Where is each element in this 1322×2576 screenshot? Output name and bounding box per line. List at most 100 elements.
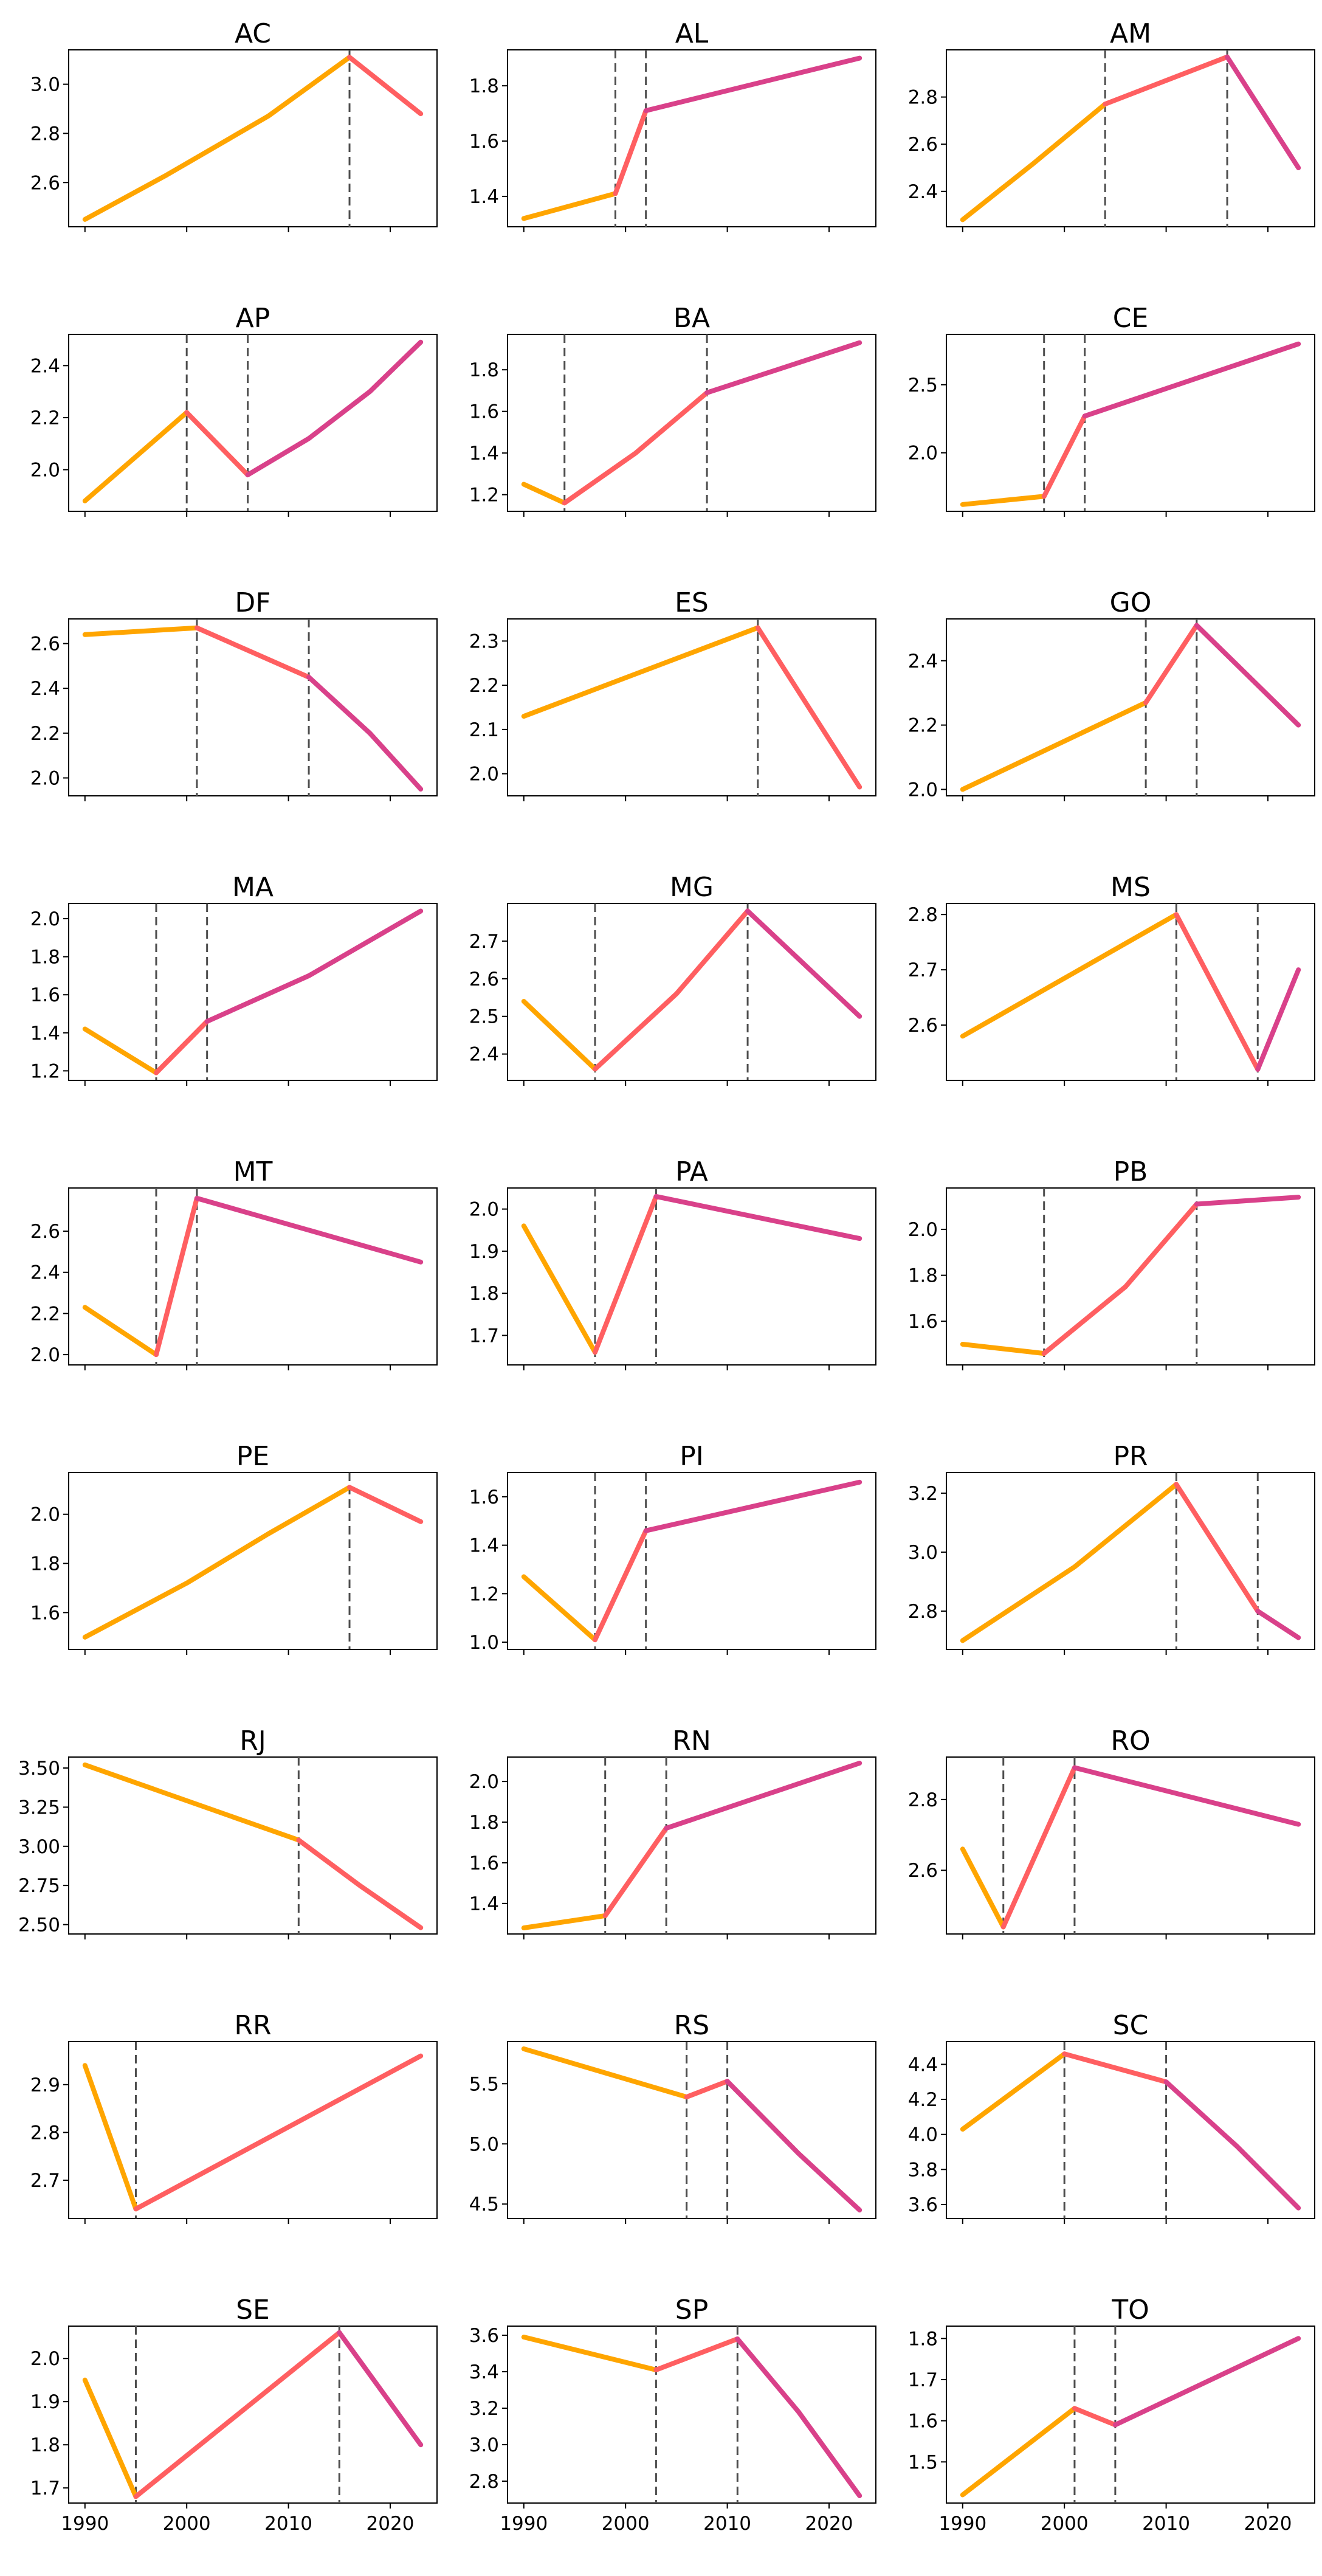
series-segment-1 <box>960 912 1179 1039</box>
y-tick-label: 3.00 <box>18 1836 60 1858</box>
y-tick-label: 1.2 <box>30 1060 60 1082</box>
plot-frame <box>946 1472 1315 1650</box>
panel-pe: PE 1.6 1.8 2.0 <box>30 1441 438 1655</box>
series-segment-2 <box>347 1485 424 1524</box>
x-tick-label: 2020 <box>805 2513 853 2535</box>
y-tick-label: 3.2 <box>908 1483 938 1505</box>
y-tick-label: 1.5 <box>908 2451 938 2473</box>
y-tick-label: 1.8 <box>30 1553 60 1575</box>
y-tick-label: 2.0 <box>30 2348 60 2370</box>
panel-mt: MT 2.0 2.2 2.4 2.6 <box>30 1156 438 1370</box>
y-tick-label: 1.8 <box>908 2328 938 2350</box>
panel-to: TO 1.5 1.6 1.7 1.8 1990 2000 2010 2020 <box>908 2295 1315 2535</box>
series-segment-3 <box>643 55 862 113</box>
y-tick-label: 3.0 <box>908 1542 938 1564</box>
y-tick-label: 4.2 <box>908 2089 938 2111</box>
series-segment-1 <box>521 1913 608 1930</box>
series-segment-3 <box>337 2330 424 2448</box>
series-segment-1 <box>521 1574 597 1643</box>
series-segment-1 <box>960 1846 1006 1930</box>
series-segment-2 <box>184 410 250 478</box>
y-tick-label: 2.0 <box>30 908 60 930</box>
series-segment-3 <box>1082 341 1301 419</box>
series-segment-2 <box>1041 413 1087 499</box>
y-tick-label: 2.8 <box>908 87 938 109</box>
panel-title: MA <box>232 872 274 903</box>
panel-title: SC <box>1113 2010 1149 2041</box>
y-tick-label: 1.4 <box>469 1893 499 1915</box>
series-segment-2 <box>653 2336 740 2372</box>
plot-frame <box>507 2326 876 2504</box>
x-tick-label: 2010 <box>1142 2513 1190 2535</box>
series-segment-2 <box>593 1528 649 1643</box>
series-segment-2 <box>1041 1201 1199 1356</box>
y-tick-label: 5.5 <box>469 2073 499 2095</box>
y-tick-label: 3.0 <box>30 74 60 96</box>
y-tick-label: 2.8 <box>908 1601 938 1623</box>
series-segment-3 <box>306 674 424 792</box>
plot-frame <box>68 1756 438 1935</box>
series-segment-1 <box>521 2335 659 2372</box>
series-segment-1 <box>82 55 352 222</box>
y-tick-label: 1.6 <box>469 1487 499 1508</box>
series-segment-1 <box>82 1485 352 1640</box>
y-tick-label: 3.6 <box>469 2325 499 2347</box>
series-segment-3 <box>1072 1765 1301 1827</box>
plot-frame <box>946 1187 1315 1366</box>
y-tick-label: 1.9 <box>469 1241 499 1263</box>
y-tick-label: 1.8 <box>469 359 499 381</box>
series-segment-2 <box>613 108 649 196</box>
y-tick-label: 2.6 <box>908 134 938 156</box>
x-tick-label: 2000 <box>163 2513 211 2535</box>
panel-rn: RN 1.4 1.6 1.8 2.0 <box>469 1725 876 1939</box>
plot-frame <box>507 49 876 227</box>
panel-title: AP <box>236 303 270 334</box>
plot-frame <box>507 903 876 1081</box>
plot-frame <box>68 618 438 796</box>
series-segment-3 <box>1255 967 1301 1072</box>
panel-ba: BA 1.2 1.4 1.6 1.8 <box>469 303 876 517</box>
plot-frame <box>68 1187 438 1366</box>
y-tick-label: 2.8 <box>30 2122 60 2144</box>
panel-title: AC <box>235 18 271 49</box>
y-tick-label: 1.4 <box>469 443 499 464</box>
y-tick-label: 1.8 <box>469 75 499 97</box>
y-tick-label: 2.2 <box>30 407 60 429</box>
y-tick-label: 1.9 <box>30 2391 60 2413</box>
panel-ce: CE 2.0 2.5 <box>908 303 1315 517</box>
series-segment-1 <box>82 2063 139 2212</box>
series-segment-2 <box>593 908 751 1072</box>
panel-title: MG <box>670 872 714 903</box>
y-tick-label: 2.5 <box>908 375 938 396</box>
x-tick-label: 2000 <box>1041 2513 1089 2535</box>
panel-es: ES 2.0 2.1 2.2 2.3 <box>469 587 876 801</box>
series-segment-1 <box>960 494 1047 507</box>
y-tick-label: 1.7 <box>30 2478 60 2499</box>
y-tick-label: 1.6 <box>908 1311 938 1333</box>
y-tick-label: 4.4 <box>908 2054 938 2076</box>
plot-frame <box>946 1756 1315 1935</box>
plot-frame <box>68 2041 438 2219</box>
y-tick-label: 2.0 <box>908 1219 938 1241</box>
x-tick-label: 2020 <box>1244 2513 1292 2535</box>
panel-title: PB <box>1114 1156 1148 1187</box>
y-tick-label: 2.6 <box>908 1860 938 1882</box>
y-tick-label: 3.0 <box>469 2434 499 2456</box>
plot-frame <box>507 1187 876 1366</box>
series-segment-3 <box>204 908 424 1024</box>
panel-title: PE <box>236 1441 269 1472</box>
y-tick-label: 3.8 <box>908 2159 938 2181</box>
y-tick-label: 2.8 <box>469 2471 499 2493</box>
panel-title: RJ <box>239 1725 266 1756</box>
y-tick-label: 2.75 <box>18 1875 60 1897</box>
panel-title: RN <box>672 1725 711 1756</box>
y-tick-label: 1.8 <box>30 947 60 969</box>
plot-frame <box>68 49 438 227</box>
series-segment-2 <box>1000 1765 1077 1930</box>
panel-title: RR <box>234 2010 271 2041</box>
series-segment-3 <box>664 1761 862 1831</box>
series-segment-3 <box>1112 2336 1301 2428</box>
plot-frame <box>946 2041 1315 2219</box>
x-tick-label: 2010 <box>264 2513 312 2535</box>
